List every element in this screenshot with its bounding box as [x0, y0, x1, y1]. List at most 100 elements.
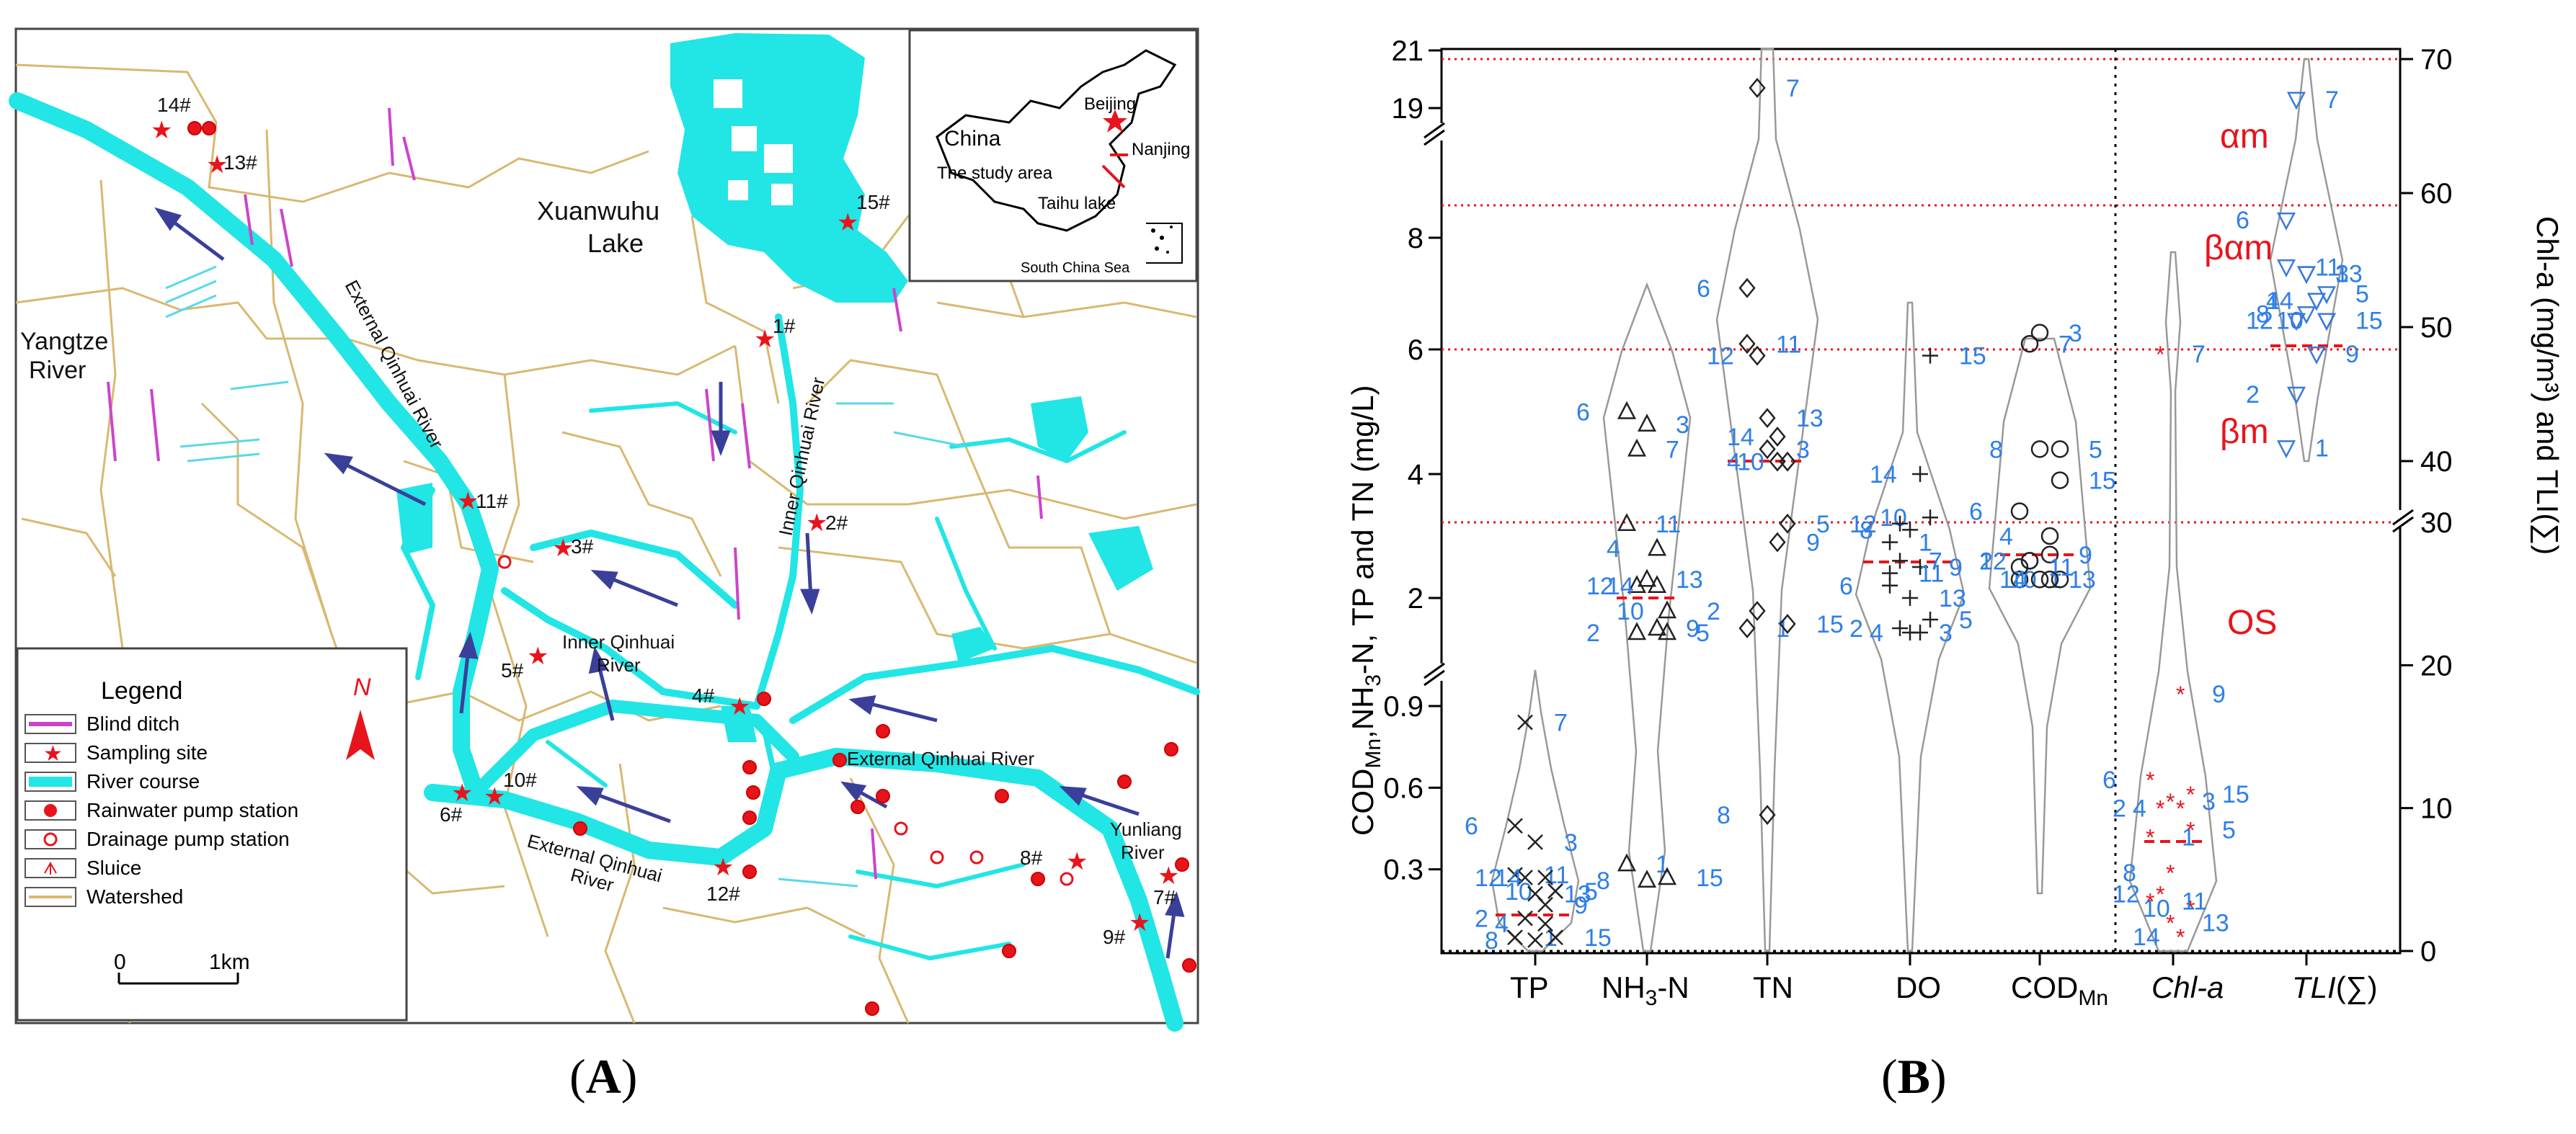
sampling-site-marker: ★: [712, 854, 734, 881]
y-right-tick-label: 60: [2420, 178, 2453, 210]
data-point: [1912, 559, 1928, 575]
data-label: 8: [1717, 802, 1731, 829]
sampling-site-label: 1#: [773, 315, 796, 337]
data-label: 5: [2355, 281, 2369, 308]
sampling-site-label: 8#: [1020, 847, 1043, 869]
data-point: [1922, 509, 1938, 526]
cat-label-chla: Chl-a: [2151, 970, 2224, 1004]
data-point: [2286, 313, 2306, 331]
data-label: 10: [1617, 598, 1644, 625]
data-point: [1912, 466, 1928, 482]
data-label: 13: [2335, 261, 2363, 288]
data-label: 7: [1554, 710, 1568, 737]
data-label: 13: [1676, 566, 1703, 594]
label-inner-qinhuai: Inner Qinhuai: [562, 631, 675, 653]
data-label: 15: [1696, 865, 1723, 892]
map-legend: Legend N ★ Blind ditch Sampling site River…: [16, 647, 408, 1022]
data-point: [1627, 438, 1647, 457]
plot-frame: [1440, 48, 2402, 955]
y-right-tick-label: 30: [2420, 507, 2453, 539]
data-label: 3: [2335, 261, 2349, 288]
data-point: *: [2176, 682, 2185, 707]
data-label: 7: [1929, 548, 1942, 575]
data-label: 12: [2113, 881, 2140, 908]
data-point: [1637, 568, 1657, 587]
data-label: 2: [1849, 615, 1863, 643]
data-point: [1637, 870, 1657, 888]
data-point: [2020, 552, 2039, 570]
y-right-tick-label: 0: [2420, 936, 2436, 968]
cat-label-tli: TLI(∑): [2292, 970, 2378, 1004]
label-yangtze-2: River: [29, 357, 86, 384]
data-point: [1527, 932, 1543, 948]
trophic-zone-label: αm: [2220, 117, 2269, 156]
data-label: 13: [1796, 405, 1824, 432]
data-label: 4: [2266, 287, 2280, 315]
data-label: 6: [1839, 573, 1853, 600]
data-label: 7: [1666, 436, 1679, 463]
data-point: [2010, 502, 2029, 520]
data-label: 11: [2048, 554, 2074, 581]
sampling-site-marker: ★: [527, 643, 548, 670]
data-label: 5: [2089, 436, 2102, 463]
data-point: [1537, 870, 1553, 885]
data-label: 7: [2192, 341, 2206, 368]
sampling-site-label: 6#: [440, 803, 463, 826]
data-point: [1779, 451, 1796, 472]
data-label: 11: [1776, 331, 1801, 358]
data-point: [1738, 334, 1756, 354]
data-point: [1657, 600, 1677, 619]
data-point: *: [2186, 782, 2195, 808]
y-left-tick-label: 4: [1408, 459, 1424, 491]
sampling-site-marker: ★: [1158, 862, 1179, 890]
data-point: [2276, 440, 2296, 459]
label-inner-qinhuai-2: River: [597, 654, 641, 676]
data-label: 14: [1727, 424, 1754, 451]
sampling-site-marker: ★: [457, 488, 479, 515]
data-label: 9: [1806, 530, 1820, 557]
data-label: 5: [1959, 607, 1973, 634]
sampling-site-marker: ★: [1129, 909, 1150, 937]
data-label: 13: [1939, 585, 1966, 612]
legend-item-label: River course: [86, 770, 200, 793]
data-label: 11: [1919, 561, 1944, 588]
data-point: [1527, 885, 1543, 902]
data-label: 14: [1870, 461, 1897, 488]
legend-north: N: [353, 674, 371, 701]
data-point: [1749, 345, 1766, 366]
data-point: [1517, 870, 1533, 885]
legend-item-label: Rainwater pump station: [86, 799, 298, 821]
data-point: [2040, 570, 2059, 589]
panel-label-a: (A): [569, 1049, 638, 1104]
data-label: 15: [2355, 308, 2383, 335]
china-outline: [936, 49, 1177, 232]
sampling-site-label: 2#: [825, 512, 848, 534]
data-label: 8: [1989, 436, 2003, 463]
data-point: [1738, 277, 1756, 298]
scale-zero: 0: [114, 950, 126, 974]
data-point: [1647, 575, 1667, 594]
y-axis-label-right: Chl-a (mg/m³) and TLI(∑): [2531, 216, 2564, 555]
data-point: [2296, 266, 2317, 285]
data-point: [2051, 440, 2069, 458]
sampling-site-marker: ★: [151, 117, 172, 144]
data-point: [2030, 440, 2049, 458]
sampling-site-marker: ★: [806, 509, 827, 537]
data-label: 9: [2212, 681, 2226, 708]
violin-outline: [1491, 669, 1580, 952]
data-point: [1902, 590, 1918, 606]
data-point: [1517, 714, 1533, 731]
data-label: 1: [1776, 615, 1790, 643]
legend-item-label: Blind ditch: [86, 713, 179, 735]
data-point: [1769, 532, 1786, 553]
data-point: *: [2146, 767, 2154, 793]
y-left-tick-label: 6: [1408, 334, 1424, 366]
sampling-site-label: 14#: [157, 94, 191, 116]
data-label: 5: [1584, 878, 1598, 906]
data-label: 2: [1707, 598, 1720, 625]
inset-beijing: Beijing: [1084, 94, 1136, 114]
violin-outline: [2269, 58, 2344, 463]
data-label: 4: [1727, 449, 1741, 476]
data-point: [1749, 78, 1766, 98]
